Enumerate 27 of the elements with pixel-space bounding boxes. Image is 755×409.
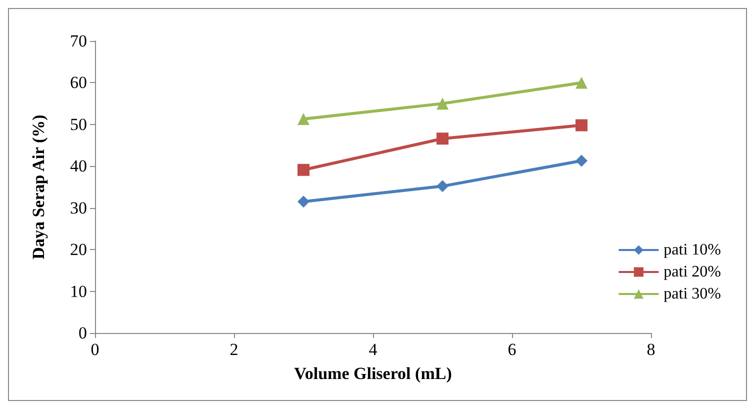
y-tick-label: 30: [70, 198, 87, 218]
point: [576, 76, 588, 89]
y-tick-label: 40: [70, 156, 87, 176]
point: [298, 113, 310, 126]
x-tick-label: 6: [508, 340, 516, 359]
y-tick-label: 70: [70, 32, 87, 50]
x-tick-label: 8: [646, 340, 656, 359]
x-tick-label: 2: [230, 340, 238, 359]
y-tick-label: 0: [78, 324, 87, 342]
x-tick-label: 0: [90, 340, 100, 359]
y-axis-title: Daya Serap Air (%): [29, 114, 48, 260]
point: [436, 98, 448, 110]
point: [576, 119, 588, 132]
x-axis-title: Volume Gliserol (mL): [294, 364, 452, 383]
y-tick-label: 10: [70, 282, 87, 301]
x-tick-label: 4: [368, 340, 378, 359]
legend-label: pati 30%: [664, 286, 722, 302]
point: [298, 196, 310, 208]
point: [576, 154, 588, 167]
legend-label: pati 20%: [664, 264, 722, 280]
point: [298, 164, 310, 176]
point: [436, 180, 448, 192]
y-tick-label: 60: [70, 73, 87, 92]
legend-label: pati 10%: [664, 242, 722, 258]
point: [436, 132, 448, 145]
y-tick-label: 50: [70, 114, 87, 134]
y-tick-label: 20: [70, 240, 87, 260]
